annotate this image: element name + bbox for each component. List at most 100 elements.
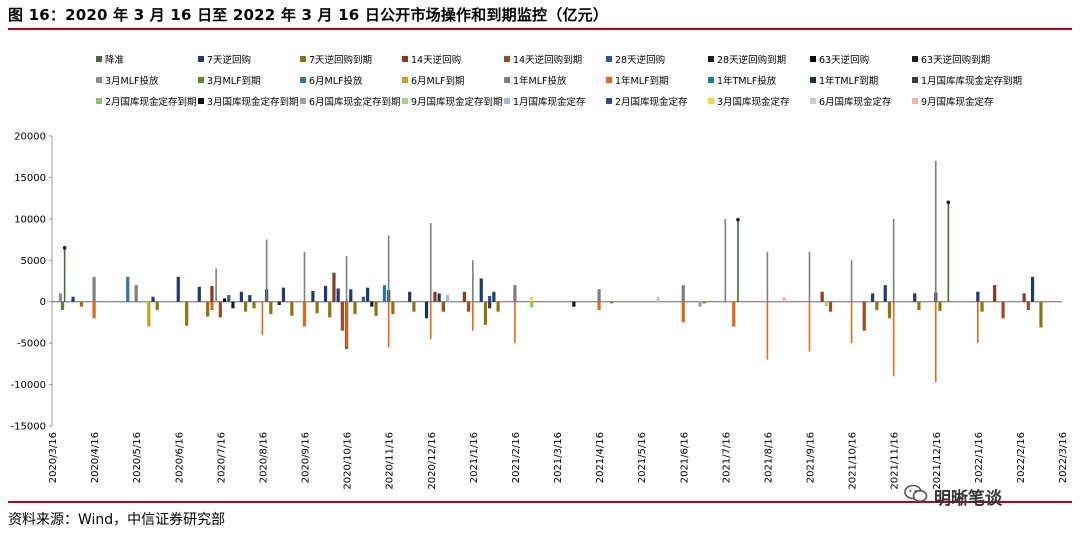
x-tick-label: 2020/11/16 xyxy=(385,432,396,490)
bar xyxy=(345,256,348,302)
x-tick-label: 2021/11/16 xyxy=(890,432,901,490)
bar xyxy=(243,301,248,312)
bar xyxy=(340,301,344,331)
x-tick-label: 2020/12/16 xyxy=(427,432,438,490)
bar xyxy=(892,301,895,377)
legend-label: 1月国库库现金定存到期 xyxy=(921,76,1023,87)
bar xyxy=(724,218,727,302)
legend-item: 1年TMLF投放 xyxy=(708,73,776,87)
legend-swatch xyxy=(300,98,306,104)
bar xyxy=(483,301,488,325)
bar xyxy=(980,301,984,312)
legend-swatch xyxy=(810,98,816,104)
legend-item: 1年TMLF到期 xyxy=(810,73,878,87)
bar xyxy=(917,301,921,310)
bar xyxy=(231,301,235,309)
bar xyxy=(513,285,517,302)
bar xyxy=(976,291,980,302)
legend-item: 14天逆回购 xyxy=(402,52,461,66)
bar xyxy=(934,160,937,302)
x-tick-label: 2020/7/16 xyxy=(216,432,227,483)
bar xyxy=(766,252,769,302)
legend-swatch xyxy=(606,98,612,104)
x-tick-label: 2021/2/16 xyxy=(511,432,522,483)
legend-label: 9月国库现金定存 xyxy=(921,97,994,108)
bar xyxy=(808,301,811,352)
bar xyxy=(345,301,348,348)
bar xyxy=(862,301,866,331)
bar xyxy=(197,286,201,302)
legend-swatch xyxy=(708,77,714,83)
bar xyxy=(323,285,328,302)
legend-label: 1年MLF投放 xyxy=(513,76,567,87)
bar xyxy=(92,276,96,302)
legend-item: 1月国库现金定存 xyxy=(504,94,586,108)
legend-swatch xyxy=(912,77,918,83)
legend-swatch xyxy=(300,56,306,62)
bar xyxy=(303,252,306,302)
legend-swatch xyxy=(198,98,204,104)
bar xyxy=(488,295,492,302)
legend-item: 3月国库现金定存 xyxy=(708,94,790,108)
bar xyxy=(828,301,833,312)
legend-swatch xyxy=(606,56,612,62)
title-rule xyxy=(8,28,1072,30)
bar xyxy=(210,301,214,310)
bar xyxy=(514,301,516,344)
legend-label: 9月国库现金定存到期 xyxy=(411,97,503,108)
figure-title: 图 16：2020 年 3 月 16 日至 2022 年 3 月 16 日公开市… xyxy=(8,6,609,24)
legend-swatch xyxy=(606,77,612,83)
bar xyxy=(424,301,429,319)
bar xyxy=(412,301,416,312)
legend-swatch xyxy=(96,56,102,62)
legend-label: 1年TMLF到期 xyxy=(819,76,879,87)
watermark-text: 明晰笔谈 xyxy=(934,489,1002,509)
bar xyxy=(391,301,395,315)
y-tick-label: -10000 xyxy=(11,380,46,391)
rrr-marker xyxy=(946,200,951,205)
x-tick-label: 2020/5/16 xyxy=(132,432,143,483)
legend-item: 1年MLF投放 xyxy=(504,73,567,87)
bar xyxy=(185,301,189,326)
legend-item: 63天逆回购到期 xyxy=(912,52,990,66)
legend-swatch xyxy=(810,77,816,83)
x-tick-label: 2022/2/16 xyxy=(1016,432,1027,483)
bar xyxy=(887,301,892,319)
bar xyxy=(302,301,307,327)
bar xyxy=(437,293,441,302)
legend-item: 9月国库现金定存 xyxy=(912,94,994,108)
legend-item: 2月国库现金定存到期 xyxy=(96,94,197,108)
rrr-marker xyxy=(62,246,67,250)
bar xyxy=(472,260,474,302)
legend-label: 6月MLF投放 xyxy=(309,76,363,87)
bar xyxy=(210,285,214,302)
bar xyxy=(382,285,387,302)
bar xyxy=(572,301,576,307)
bar xyxy=(496,301,500,312)
legend-item: 14天逆回购到期 xyxy=(504,52,582,66)
y-tick-label: 5000 xyxy=(21,256,46,267)
bar xyxy=(530,301,534,308)
legend-label: 28天逆回购到期 xyxy=(717,55,787,66)
bar xyxy=(281,287,286,302)
x-tick-label: 2021/3/16 xyxy=(553,432,564,483)
legend-label: 14天逆回购到期 xyxy=(513,55,583,66)
bar xyxy=(737,219,739,302)
legend-label: 1月国库现金定存 xyxy=(513,97,586,108)
legend-label: 63天逆回购 xyxy=(819,55,870,66)
x-tick-label: 2020/10/16 xyxy=(343,432,354,490)
bar xyxy=(875,301,879,310)
bar xyxy=(977,301,979,344)
legend-item: 7天逆回购 xyxy=(198,52,251,66)
x-tick-label: 2020/3/16 xyxy=(48,432,59,483)
bar xyxy=(349,289,353,302)
bar xyxy=(472,301,474,331)
legend-item: 1月国库库现金定存到期 xyxy=(912,73,1022,87)
bar xyxy=(530,296,534,302)
legend-swatch xyxy=(708,98,714,104)
bar xyxy=(206,301,210,317)
legend-item: 2月国库现金定存 xyxy=(606,94,688,108)
legend-item: 3月MLF到期 xyxy=(198,73,261,87)
legend-label: 28天逆回购 xyxy=(615,55,666,66)
